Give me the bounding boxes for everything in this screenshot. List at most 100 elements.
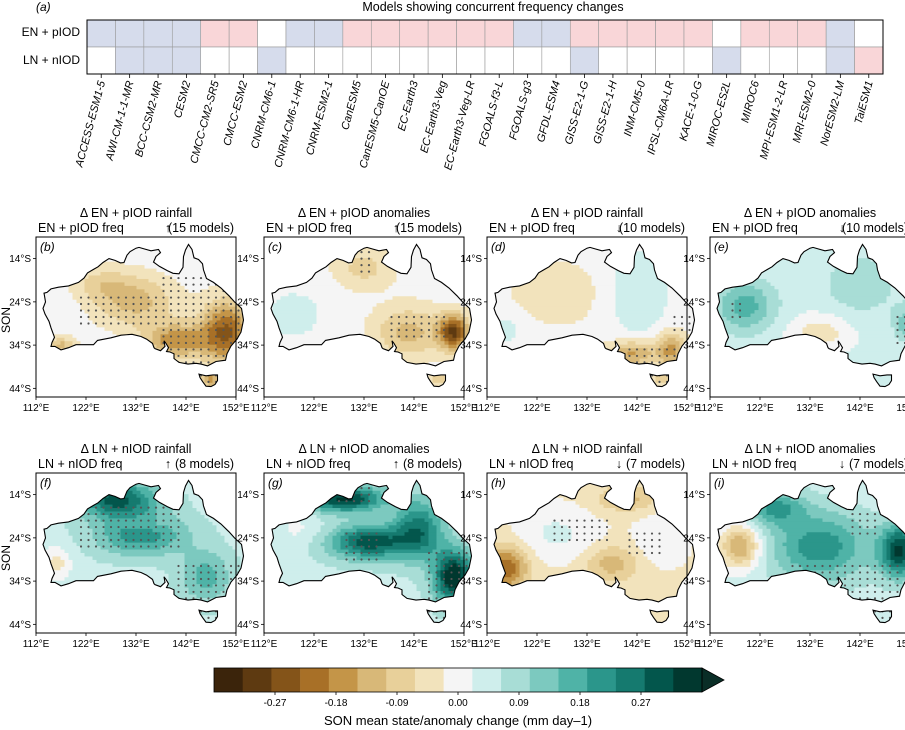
model-label: MIROC6 xyxy=(739,79,762,124)
grid-cell-en-piod-fgoals-g3 xyxy=(513,19,543,48)
field-cell xyxy=(316,278,322,284)
field-cell xyxy=(76,282,82,287)
field-cell xyxy=(392,282,398,287)
field-cell xyxy=(240,351,244,356)
field-cell xyxy=(372,292,378,297)
field-cell xyxy=(296,327,302,332)
field-cell xyxy=(356,251,362,256)
grid-cell-en-piod-ec-earth3-veg xyxy=(427,19,457,48)
field-cell xyxy=(208,330,214,335)
field-cell xyxy=(368,254,374,259)
field-cell xyxy=(404,351,410,356)
field-cell xyxy=(184,351,190,356)
stipple-dot xyxy=(117,302,120,306)
field-cell xyxy=(208,351,214,356)
field-cell xyxy=(196,292,202,297)
field-cell xyxy=(356,299,362,304)
field-cell xyxy=(160,292,166,297)
field-cell xyxy=(56,289,62,294)
field-cell xyxy=(144,306,150,311)
field-cell xyxy=(136,289,142,294)
field-cell xyxy=(384,310,390,315)
field-cell xyxy=(180,344,186,349)
field-cell xyxy=(152,344,158,349)
field-cell xyxy=(132,303,138,308)
field-cell xyxy=(144,278,150,284)
field-cell xyxy=(308,337,314,342)
field-cell xyxy=(292,292,298,297)
field-cell xyxy=(444,296,450,301)
field-cell xyxy=(392,313,398,318)
field-cell xyxy=(76,310,82,315)
field-cell xyxy=(388,303,394,308)
stipple-dot xyxy=(237,380,240,383)
field-cell xyxy=(356,254,362,259)
panel-title: Δ EN + pIOD rainfall xyxy=(80,206,192,220)
model-grid xyxy=(86,19,884,75)
field-cell xyxy=(164,292,170,297)
field-cell xyxy=(348,261,354,266)
field-cell xyxy=(240,282,244,287)
field-cell xyxy=(72,334,78,339)
field-cell xyxy=(316,330,322,335)
stipple-dot xyxy=(184,309,188,312)
model-label: CESM2 xyxy=(172,80,193,120)
field-cell xyxy=(392,285,398,290)
field-cell xyxy=(100,310,106,315)
field-cell xyxy=(96,272,102,277)
stipple-dot xyxy=(237,289,240,293)
row-label-en-piod: EN + pIOD xyxy=(22,25,81,39)
field-cell xyxy=(80,296,86,301)
field-cell xyxy=(340,330,346,335)
field-cell xyxy=(68,303,74,308)
grid-cell-en-piod-awi-cm-1-1-mr xyxy=(115,19,145,48)
field-cell xyxy=(408,334,414,339)
field-cell xyxy=(296,296,302,301)
field-cell xyxy=(376,334,382,339)
field-cell xyxy=(368,289,374,294)
field-cell xyxy=(188,292,194,297)
field-cell xyxy=(212,348,218,353)
field-cell xyxy=(316,296,322,301)
lat-tick-label: 14°S xyxy=(9,254,31,265)
field-cell xyxy=(92,330,98,335)
field-cell xyxy=(416,265,422,270)
field-cell xyxy=(360,268,366,273)
field-cell xyxy=(352,289,358,294)
field-cell xyxy=(368,323,374,328)
field-cell xyxy=(440,375,446,380)
field-cell xyxy=(60,285,66,290)
field-cell xyxy=(280,317,286,322)
field-cell xyxy=(376,320,382,325)
field-cell xyxy=(308,334,314,339)
field-cell xyxy=(320,327,326,332)
field-cell xyxy=(424,299,430,304)
field-cell xyxy=(92,299,98,304)
stipple-dot xyxy=(214,354,218,358)
field-cell xyxy=(204,296,210,301)
field-cell xyxy=(376,330,382,335)
field-cell xyxy=(424,323,430,328)
field-cell xyxy=(104,289,110,294)
field-cell xyxy=(304,341,310,346)
field-cell xyxy=(192,292,198,297)
field-cell xyxy=(148,320,154,325)
stipple-dot xyxy=(184,302,188,306)
field-cell xyxy=(280,327,286,332)
grid-cell-en-piod-mpi-esm1-2-lr xyxy=(768,19,799,48)
grid-cell-en-piod-bcc-csm2-mr xyxy=(143,19,173,48)
stipple-dot xyxy=(184,354,188,358)
field-cell xyxy=(104,330,110,335)
field-cell xyxy=(208,323,214,328)
field-cell xyxy=(412,254,418,259)
field-cell xyxy=(388,282,394,287)
field-cell xyxy=(176,303,182,308)
field-cell xyxy=(112,268,118,273)
field-cell xyxy=(364,327,370,332)
field-cell xyxy=(356,323,362,328)
field-cell xyxy=(216,323,222,328)
field-cell xyxy=(245,331,250,335)
field-cell xyxy=(188,272,194,277)
grid-cell-en-piod-taiesm1 xyxy=(854,19,884,48)
field-cell xyxy=(304,320,310,325)
